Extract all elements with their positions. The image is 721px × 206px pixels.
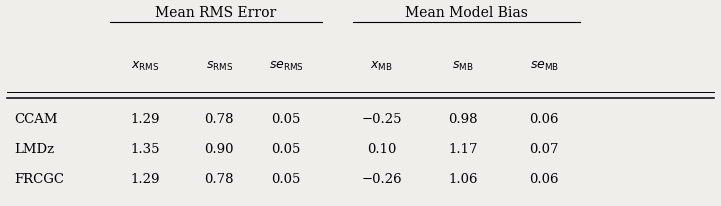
Text: 0.06: 0.06 [529,113,559,126]
Text: 0.05: 0.05 [272,113,301,126]
Text: −0.25: −0.25 [361,113,402,126]
Text: 0.07: 0.07 [529,143,559,156]
Text: 1.29: 1.29 [131,113,160,126]
Text: 0.10: 0.10 [367,143,397,156]
Text: 1.06: 1.06 [448,173,478,186]
Text: 0.90: 0.90 [205,143,234,156]
Text: 0.78: 0.78 [205,113,234,126]
Text: 1.17: 1.17 [448,143,478,156]
Text: $se_{\rm MB}$: $se_{\rm MB}$ [530,60,559,73]
Text: 0.05: 0.05 [272,143,301,156]
Text: −0.26: −0.26 [361,173,402,186]
Text: FRCGC: FRCGC [14,173,64,186]
Text: $se_{\rm RMS}$: $se_{\rm RMS}$ [269,60,304,73]
Text: $x_{\rm MB}$: $x_{\rm MB}$ [371,60,393,73]
Text: Mean Model Bias: Mean Model Bias [405,6,528,20]
Text: 0.06: 0.06 [529,173,559,186]
Text: 1.29: 1.29 [131,173,160,186]
Text: $s_{\rm RMS}$: $s_{\rm RMS}$ [205,60,233,73]
Text: 1.35: 1.35 [131,143,160,156]
Text: CCAM: CCAM [14,113,58,126]
Text: $x_{\rm RMS}$: $x_{\rm RMS}$ [131,60,159,73]
Text: 0.05: 0.05 [272,173,301,186]
Text: Mean RMS Error: Mean RMS Error [155,6,276,20]
Text: 0.98: 0.98 [448,113,478,126]
Text: LMDz: LMDz [14,143,54,156]
Text: $s_{\rm MB}$: $s_{\rm MB}$ [452,60,474,73]
Text: 0.78: 0.78 [205,173,234,186]
